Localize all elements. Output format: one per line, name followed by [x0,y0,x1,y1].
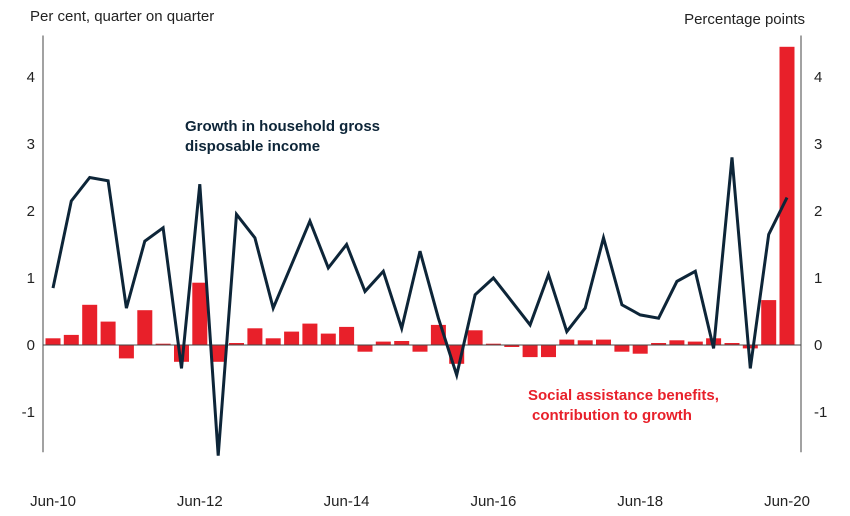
bar-mark [100,321,116,345]
bar-mark [577,340,593,345]
bar-mark [779,46,795,346]
right-y-tick-label: 0 [814,337,822,354]
bar-mark [559,339,575,345]
bar-mark [375,341,391,345]
right-y-tick-labels: -1 0 1 2 3 4 [814,69,827,421]
x-tick-label: Jun-16 [470,493,516,510]
line-series-household-income [51,157,789,456]
right-y-tick-label: 1 [814,270,822,287]
bar-mark [302,323,318,345]
bar-mark [467,330,483,345]
right-y-tick-label: 4 [814,69,822,86]
bar-mark [541,345,556,358]
bar-mark [412,345,428,352]
bar-series-label-line-1: Social assistance benefits, [528,387,719,404]
bar-mark [357,345,373,352]
bar-mark [320,333,336,345]
income-growth-line [51,157,789,456]
x-tick-label: Jun-14 [324,493,370,510]
bar-mark [82,304,98,345]
x-tick-label: Jun-20 [764,493,810,510]
line-series-label: Growth in household gross disposable inc… [185,118,384,155]
bar-mark [485,343,501,345]
bar-mark [247,328,263,346]
bar-mark [394,341,410,345]
left-axis-title: Per cent, quarter on quarter [30,8,214,25]
bar-mark [669,340,685,345]
bar-series-label: Social assistance benefits, contribution… [528,387,723,424]
bar-mark [651,343,667,345]
x-tick-label: Jun-18 [617,493,663,510]
bar-mark [761,300,777,345]
x-tick-label: Jun-10 [30,493,76,510]
bar-mark [265,338,281,345]
bar-mark [155,343,171,345]
bar-mark [522,345,538,358]
bar-mark [63,334,79,345]
bar-series-label-line-2: contribution to growth [532,407,692,424]
bar-mark [118,345,134,359]
bar-mark [724,343,740,345]
bar-mark [210,345,226,362]
right-y-tick-label: 3 [814,136,822,153]
right-y-tick-label: 2 [814,203,822,220]
bar-series-social-assistance [45,46,795,364]
bar-mark [632,345,648,354]
bar-mark [596,339,611,345]
bar-mark [137,310,153,345]
bar-mark [504,345,520,347]
bar-mark [339,326,355,345]
bar-mark [284,331,300,345]
left-y-tick-label: -1 [22,404,35,421]
left-y-tick-label: 2 [27,203,35,220]
bar-mark [45,338,61,345]
x-tick-labels: Jun-10 Jun-12 Jun-14 Jun-16 Jun-18 Jun-20 [30,493,810,510]
x-tick-label: Jun-12 [177,493,223,510]
left-y-tick-labels: -1 0 1 2 3 4 [22,69,35,421]
line-series-label-line-2: disposable income [185,138,320,155]
left-y-tick-label: 4 [27,69,35,86]
left-y-tick-label: 3 [27,136,35,153]
left-y-tick-label: 0 [27,337,35,354]
bar-mark [687,341,703,345]
right-y-tick-label: -1 [814,404,827,421]
right-axis-title: Percentage points [684,11,805,28]
bar-mark [229,343,244,345]
left-y-tick-label: 1 [27,270,35,287]
bar-mark [742,345,758,349]
bar-mark [614,345,630,352]
bar-mark [192,282,208,345]
line-series-label-line-1: Growth in household gross [185,118,380,135]
